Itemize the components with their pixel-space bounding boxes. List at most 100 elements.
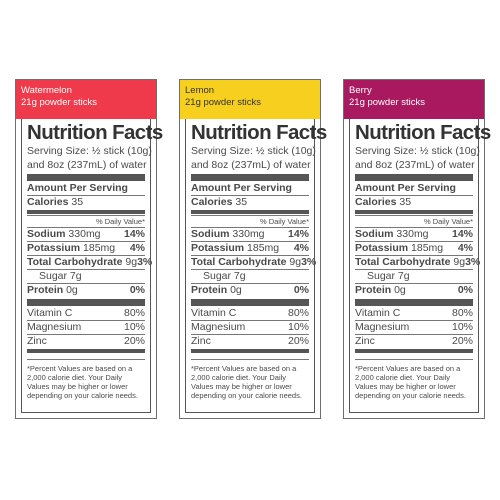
sugar-label: Sugar 7g xyxy=(39,270,82,282)
sugar-row: Sugar 7g xyxy=(191,269,309,283)
calories-label: Calories xyxy=(355,196,397,208)
potassium-amount: 185mg xyxy=(411,242,444,254)
flavor-name: Watermelon xyxy=(21,85,72,96)
protein-amount: 0g xyxy=(394,284,406,296)
panel-berry: Berry 21g powder sticks Nutrition Facts … xyxy=(343,79,491,419)
magnesium-row: Magnesium 10% xyxy=(355,320,473,334)
sodium-amount: 330mg xyxy=(396,228,429,240)
protein-row: Protein 0g 0% xyxy=(27,283,145,297)
potassium-amount: 185mg xyxy=(83,242,116,254)
calories-row: Calories 35 xyxy=(355,195,473,209)
protein-label: Protein xyxy=(355,284,392,296)
footnote: *Percent Values are based on a 2,000 cal… xyxy=(191,359,309,400)
protein-row: Protein 0g 0% xyxy=(355,283,473,297)
daily-value-header: % Daily Value* xyxy=(191,215,309,227)
vitc-dv: 80% xyxy=(451,307,473,319)
footnote: *Percent Values are based on a 2,000 cal… xyxy=(27,359,145,400)
calories-label: Calories xyxy=(27,196,69,208)
carbohydrate-row: Total Carbohydrate 9g 3% xyxy=(191,255,316,269)
potassium-dv: 4% xyxy=(457,242,473,254)
vitamin-c-row: Vitamin C 80% xyxy=(27,307,145,320)
flavor-subtitle: 21g powder sticks xyxy=(185,97,262,108)
protein-amount: 0g xyxy=(230,284,242,296)
sodium-label: Sodium xyxy=(27,228,66,240)
calories-label: Calories xyxy=(191,196,233,208)
sodium-label: Sodium xyxy=(191,228,230,240)
vitc-label: Vitamin C xyxy=(355,307,401,319)
carb-label: Total Carbohydrate xyxy=(191,256,287,268)
divider-thick xyxy=(355,299,473,306)
amount-per-serving: Amount Per Serving xyxy=(355,182,456,194)
flavor-subtitle: 21g powder sticks xyxy=(349,97,426,108)
sugar-label: Sugar 7g xyxy=(203,270,246,282)
sodium-row: Sodium 330mg 14% xyxy=(27,227,145,241)
sugar-label: Sugar 7g xyxy=(367,270,410,282)
calories-value: 35 xyxy=(399,196,412,208)
divider-thick xyxy=(191,174,309,181)
carb-amount: 9g xyxy=(289,256,302,268)
serving-size-line2: and 8oz (237mL) of water xyxy=(355,159,475,171)
protein-amount: 0g xyxy=(66,284,78,296)
sodium-amount: 330mg xyxy=(232,228,265,240)
potassium-row: Potassium 185mg 4% xyxy=(191,241,309,255)
carb-dv: 3% xyxy=(137,256,153,268)
sodium-dv: 14% xyxy=(123,228,145,240)
carbohydrate-row: Total Carbohydrate 9g 3% xyxy=(355,255,480,269)
sugar-row: Sugar 7g xyxy=(27,269,145,283)
calories-row: Calories 35 xyxy=(27,195,145,209)
nutrition-label: Nutrition Facts Serving Size: ½ stick (1… xyxy=(185,119,327,413)
sodium-dv: 14% xyxy=(287,228,309,240)
sodium-dv: 14% xyxy=(451,228,473,240)
panel-watermelon: Watermelon 21g powder sticks Nutrition F… xyxy=(15,79,163,419)
potassium-label: Potassium xyxy=(191,242,245,254)
protein-dv: 0% xyxy=(293,284,309,296)
potassium-label: Potassium xyxy=(355,242,409,254)
label-title: Nutrition Facts xyxy=(191,121,327,144)
potassium-dv: 4% xyxy=(293,242,309,254)
divider-medium xyxy=(27,210,145,214)
carb-dv: 3% xyxy=(301,256,317,268)
label-title: Nutrition Facts xyxy=(27,121,163,144)
magnesium-label: Magnesium xyxy=(191,321,246,333)
divider-thick xyxy=(191,299,309,306)
calories-row: Calories 35 xyxy=(191,195,309,209)
carb-label: Total Carbohydrate xyxy=(27,256,123,268)
carb-amount: 9g xyxy=(453,256,466,268)
zinc-label: Zinc xyxy=(27,335,47,347)
divider-medium xyxy=(355,349,473,353)
flavor-name: Lemon xyxy=(185,85,215,96)
divider-thick xyxy=(27,174,145,181)
potassium-amount: 185mg xyxy=(247,242,280,254)
carb-label: Total Carbohydrate xyxy=(355,256,451,268)
potassium-label: Potassium xyxy=(27,242,81,254)
sodium-row: Sodium 330mg 14% xyxy=(191,227,309,241)
sugar-row: Sugar 7g xyxy=(355,269,473,283)
panel-header: Lemon 21g powder sticks xyxy=(180,80,320,119)
calories-value: 35 xyxy=(235,196,248,208)
magnesium-label: Magnesium xyxy=(355,321,410,333)
divider-medium xyxy=(191,349,309,353)
zinc-row: Zinc 20% xyxy=(27,334,145,348)
protein-row: Protein 0g 0% xyxy=(191,283,309,297)
vitc-dv: 80% xyxy=(287,307,309,319)
divider-medium xyxy=(355,210,473,214)
flavor-subtitle: 21g powder sticks xyxy=(21,97,98,108)
serving-size-line2: and 8oz (237mL) of water xyxy=(27,159,147,171)
vitc-label: Vitamin C xyxy=(191,307,237,319)
zinc-label: Zinc xyxy=(355,335,375,347)
serving-size-line1: Serving Size: ½ stick (10g) xyxy=(191,145,316,157)
amount-per-serving: Amount Per Serving xyxy=(191,182,292,194)
serving-size-line1: Serving Size: ½ stick (10g) xyxy=(355,145,480,157)
serving-size-line2: and 8oz (237mL) of water xyxy=(191,159,311,171)
panel-header: Watermelon 21g powder sticks xyxy=(16,80,156,119)
panel-lemon: Lemon 21g powder sticks Nutrition Facts … xyxy=(179,79,327,419)
potassium-row: Potassium 185mg 4% xyxy=(27,241,145,255)
divider-medium xyxy=(27,349,145,353)
carb-amount: 9g xyxy=(125,256,138,268)
footnote: *Percent Values are based on a 2,000 cal… xyxy=(355,359,473,400)
magnesium-dv: 10% xyxy=(123,321,145,333)
magnesium-dv: 10% xyxy=(287,321,309,333)
zinc-row: Zinc 20% xyxy=(355,334,473,348)
daily-value-header: % Daily Value* xyxy=(355,215,473,227)
protein-label: Protein xyxy=(191,284,228,296)
